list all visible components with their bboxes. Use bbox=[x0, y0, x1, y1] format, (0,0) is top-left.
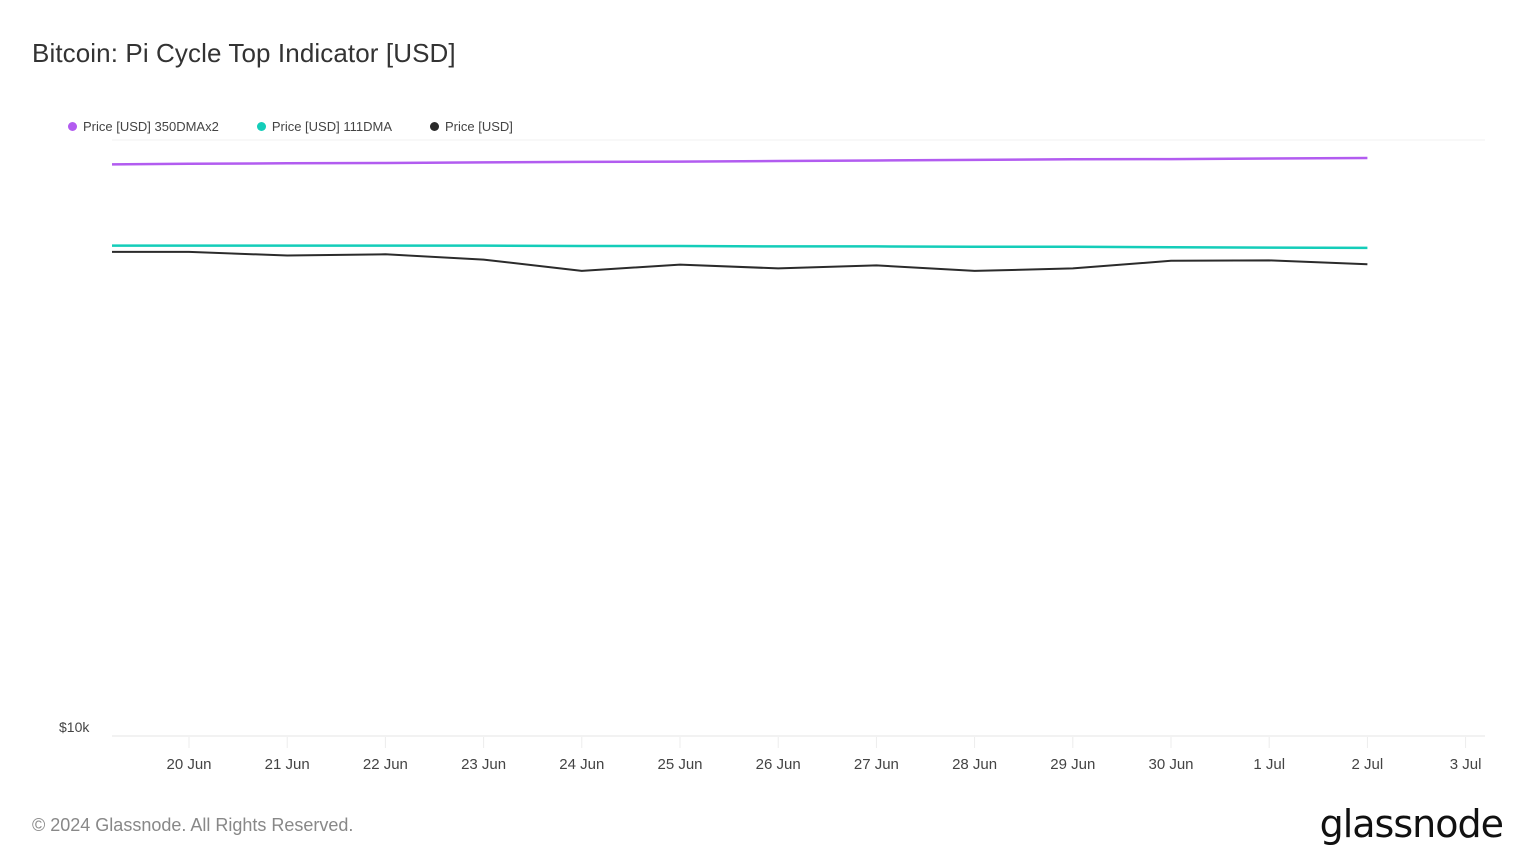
y-tick-label: $10k bbox=[59, 719, 90, 735]
series-dot-icon bbox=[68, 122, 77, 131]
legend-item-111dma[interactable]: Price [USD] 111DMA bbox=[256, 119, 392, 134]
x-tick-label: 30 Jun bbox=[1148, 756, 1194, 773]
x-axis-ticks bbox=[188, 737, 1467, 748]
chart-legend: Price [USD] 350DMAx2 Price [USD] 111DMA … bbox=[68, 119, 551, 134]
series-line-350dmax2[interactable] bbox=[111, 156, 1368, 166]
x-tick-label: 20 Jun bbox=[166, 756, 212, 773]
x-tick-label: 25 Jun bbox=[657, 756, 703, 773]
x-tick-label: 27 Jun bbox=[853, 756, 899, 773]
x-tick-label: 28 Jun bbox=[952, 756, 998, 773]
legend-label: Price [USD] 111DMA bbox=[271, 119, 392, 134]
x-tick-label: 24 Jun bbox=[559, 756, 605, 773]
x-tick-label: 2 Jul bbox=[1351, 756, 1384, 773]
x-tick-label: 26 Jun bbox=[755, 756, 801, 773]
legend-label: Price [USD] bbox=[445, 119, 513, 134]
legend-label: Price [USD] 350DMAx2 bbox=[83, 119, 219, 134]
legend-item-350dmax2[interactable]: Price [USD] 350DMAx2 bbox=[68, 119, 219, 134]
x-tick-label: 21 Jun bbox=[264, 756, 310, 773]
chart-title: Bitcoin: Pi Cycle Top Indicator [USD] bbox=[32, 38, 456, 68]
x-tick-label: 3 Jul bbox=[1449, 756, 1482, 773]
glassnode-logo: glassnode bbox=[1319, 802, 1504, 846]
legend-item-price[interactable]: Price [USD] bbox=[430, 119, 513, 134]
series-line-price[interactable] bbox=[112, 250, 1368, 272]
x-tick-label: 23 Jun bbox=[461, 756, 507, 773]
x-tick-label: 29 Jun bbox=[1050, 756, 1096, 773]
copyright-text: © 2024 Glassnode. All Rights Reserved. bbox=[32, 815, 354, 835]
x-tick-label: 1 Jul bbox=[1253, 756, 1286, 773]
series-line-111dma[interactable] bbox=[112, 244, 1368, 250]
x-tick-label: 22 Jun bbox=[362, 756, 408, 773]
series-dot-icon bbox=[430, 122, 439, 131]
series-dot-icon bbox=[256, 122, 266, 131]
